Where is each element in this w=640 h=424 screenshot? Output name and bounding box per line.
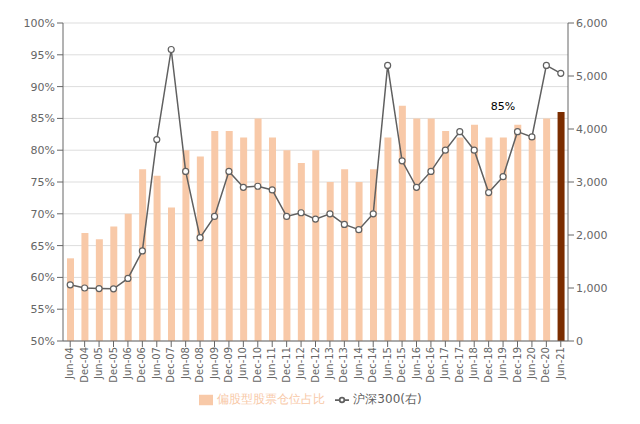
svg-text:85%: 85%	[31, 112, 55, 125]
svg-text:Dec-20: Dec-20	[540, 347, 551, 383]
svg-text:Jun-08: Jun-08	[180, 347, 191, 380]
svg-text:Dec-12: Dec-12	[310, 347, 321, 383]
svg-text:Jun-09: Jun-09	[209, 347, 220, 380]
svg-text:Jun-14: Jun-14	[353, 347, 364, 380]
svg-text:Jun-10: Jun-10	[237, 347, 248, 380]
svg-text:Jun-18: Jun-18	[468, 347, 479, 380]
svg-text:55%: 55%	[31, 303, 55, 316]
svg-text:Dec-18: Dec-18	[483, 347, 494, 383]
svg-text:Dec-05: Dec-05	[108, 347, 119, 383]
svg-text:Jun-15: Jun-15	[382, 347, 393, 380]
svg-text:80%: 80%	[31, 144, 55, 157]
svg-text:Jun-12: Jun-12	[295, 347, 306, 380]
svg-text:1,000: 1,000	[576, 282, 608, 295]
svg-text:Dec-19: Dec-19	[512, 347, 523, 383]
svg-text:Dec-09: Dec-09	[223, 347, 234, 383]
svg-text:85%: 85%	[491, 100, 515, 113]
svg-text:70%: 70%	[31, 208, 55, 221]
svg-text:Dec-15: Dec-15	[396, 347, 407, 383]
svg-text:0: 0	[576, 335, 583, 348]
svg-text:5,000: 5,000	[576, 70, 608, 83]
svg-text:Dec-07: Dec-07	[165, 347, 176, 383]
html-text:沪深300(右): 沪深300(右)	[353, 392, 422, 406]
svg-text:Dec-13: Dec-13	[338, 347, 349, 383]
svg-text:Dec-10: Dec-10	[252, 347, 263, 383]
svg-text:65%: 65%	[31, 240, 55, 253]
svg-text:Jun-07: Jun-07	[151, 347, 162, 380]
svg-text:Dec-17: Dec-17	[454, 347, 465, 383]
svg-text:2,000: 2,000	[576, 229, 608, 242]
svg-text:95%: 95%	[31, 49, 55, 62]
svg-text:Jun-04: Jun-04	[64, 347, 75, 380]
svg-text:Dec-08: Dec-08	[194, 347, 205, 383]
svg-text:Jun-17: Jun-17	[439, 347, 450, 380]
svg-text:Dec-16: Dec-16	[425, 347, 436, 383]
svg-text:Jun-20: Jun-20	[526, 347, 537, 380]
svg-text:Dec-04: Dec-04	[79, 347, 90, 383]
svg-text:Jun-19: Jun-19	[497, 347, 508, 380]
svg-text:60%: 60%	[31, 271, 55, 284]
svg-text:6,000: 6,000	[576, 17, 608, 30]
svg-text:50%: 50%	[31, 335, 55, 348]
svg-text:Jun-16: Jun-16	[411, 347, 422, 380]
svg-text:Jun-06: Jun-06	[122, 347, 133, 380]
svg-text:75%: 75%	[31, 176, 55, 189]
svg-text:Jun-21: Jun-21	[555, 347, 566, 380]
svg-text:Jun-13: Jun-13	[324, 347, 335, 380]
svg-text:Jun-05: Jun-05	[93, 347, 104, 380]
svg-text:100%: 100%	[24, 17, 55, 30]
svg-text:Dec-06: Dec-06	[136, 347, 147, 383]
html-text:偏股型股票仓位占比: 偏股型股票仓位占比	[217, 392, 326, 406]
svg-text:Dec-11: Dec-11	[281, 347, 292, 383]
svg-text:4,000: 4,000	[576, 123, 608, 136]
svg-text:90%: 90%	[31, 81, 55, 94]
svg-text:Dec-14: Dec-14	[367, 347, 378, 383]
svg-text:Jun-11: Jun-11	[266, 347, 277, 380]
svg-text:3,000: 3,000	[576, 176, 608, 189]
